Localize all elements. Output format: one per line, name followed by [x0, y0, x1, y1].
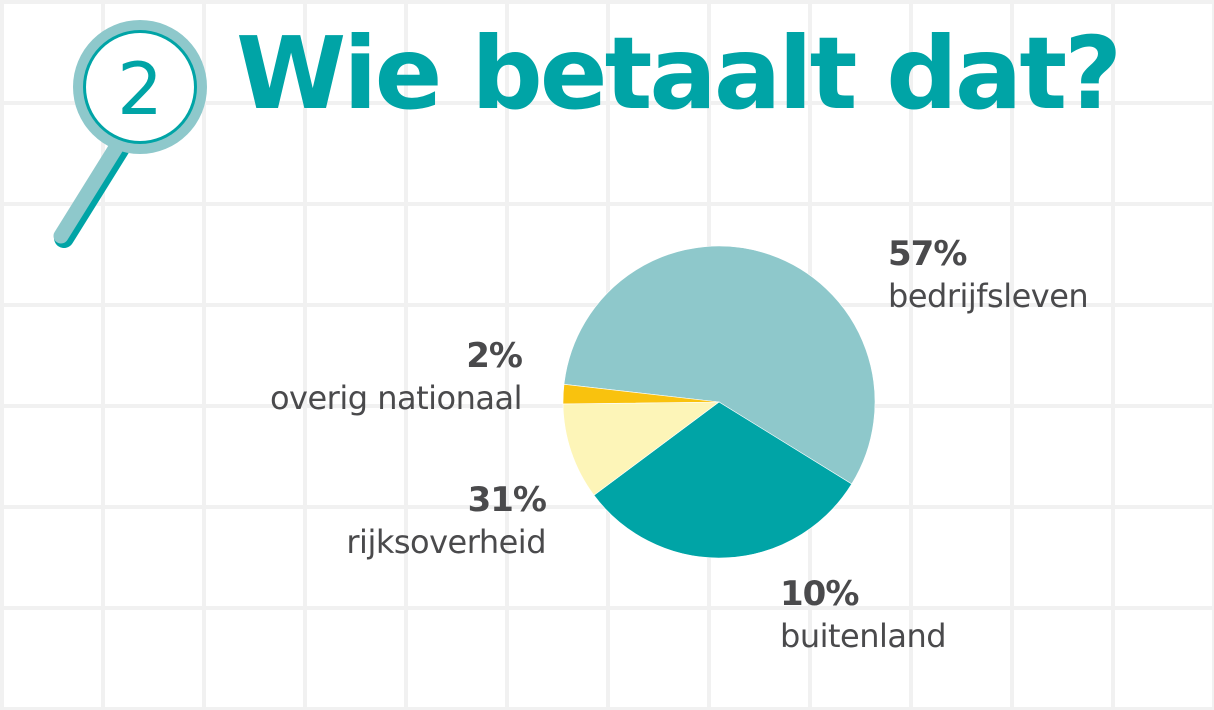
label-name: bedrijfsleven: [888, 277, 1089, 315]
pie-slice-overig-nationaal: [562, 384, 720, 405]
label-percent: 57%: [888, 234, 967, 274]
pie-chart: [562, 245, 876, 559]
step-number: 2: [117, 47, 163, 131]
label-percent: 2%: [466, 336, 523, 376]
label-rijksoverheid: 31% rijksoverheid: [346, 480, 547, 564]
label-overig-nationaal: 2% overig nationaal: [269, 336, 523, 420]
label-percent: 31%: [467, 480, 547, 520]
page-title: Wie betaalt dat?: [236, 15, 1122, 132]
pie-slice-rijksoverheid: [593, 401, 853, 559]
magnifier-step-icon: 2: [53, 20, 207, 248]
label-name: rijksoverheid: [346, 523, 546, 561]
label-name: overig nationaal: [269, 379, 523, 417]
pie-slices: [562, 245, 876, 559]
pie-slice-buitenland: [562, 401, 720, 496]
label-name: buitenland: [780, 617, 947, 655]
pie-slice-bedrijfsleven: [563, 245, 876, 485]
magnifier-handle-icon: [53, 138, 130, 248]
label-buitenland: 10% buitenland: [780, 574, 947, 658]
label-percent: 10%: [780, 574, 859, 614]
label-bedrijfsleven: 57% bedrijfsleven: [888, 234, 1089, 318]
